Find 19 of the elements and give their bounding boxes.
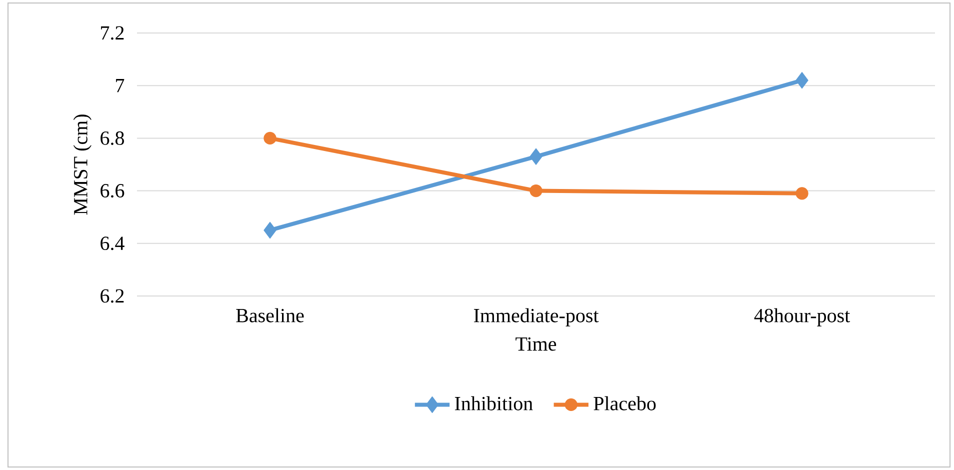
x-tick-label: Baseline (236, 308, 304, 322)
y-tick-label: 6.6 (100, 184, 124, 198)
y-tick-label: 6.8 (100, 131, 124, 145)
y-tick-label: 7.2 (101, 26, 124, 40)
y-tick-label: 7 (116, 79, 124, 92)
point (796, 72, 808, 89)
legend-label: Placebo (594, 396, 656, 410)
x-tick-label: 48hour-post (754, 308, 850, 326)
point (530, 184, 542, 198)
x-axis-title: Time (516, 337, 556, 351)
point (530, 148, 542, 165)
x-tick-label: Immediate-post (474, 308, 599, 326)
y-axis-title: MMST (cm) (73, 114, 92, 215)
legend-label: Inhibition (454, 396, 533, 410)
point (264, 222, 276, 239)
y-tick-label: 6.4 (100, 236, 124, 250)
y-tick-label: 6.2 (100, 289, 124, 303)
point (796, 187, 808, 200)
point (264, 132, 276, 145)
